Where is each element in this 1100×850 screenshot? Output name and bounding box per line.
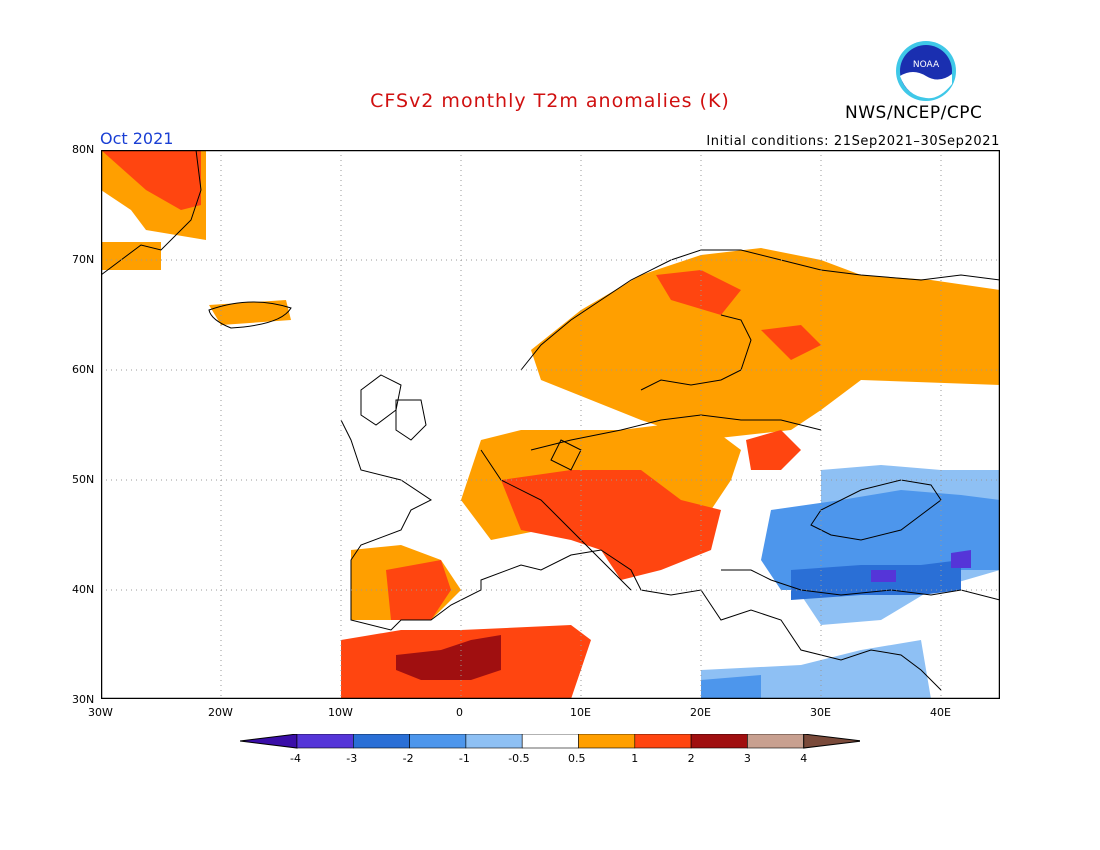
anomaly-red xyxy=(101,150,821,699)
lat-label-80n: 80N xyxy=(72,143,95,156)
colorbar-label: 4 xyxy=(800,752,808,765)
colorbar-swatch xyxy=(578,734,636,749)
colorbar xyxy=(240,734,860,749)
lat-label-50n: 50N xyxy=(72,473,95,486)
colorbar-swatch xyxy=(353,734,410,749)
colorbar-arrow-high xyxy=(803,734,860,749)
lon-label-30w: 30W xyxy=(88,706,113,719)
lat-label-30n: 30N xyxy=(72,693,95,706)
colorbar-label: -3 xyxy=(346,752,358,765)
colorbar-label: -0.5 xyxy=(508,752,530,765)
colorbar-label: -1 xyxy=(458,752,470,765)
colorbar-swatch xyxy=(690,734,748,749)
colorbar-swatch xyxy=(521,734,579,749)
lon-label-0: 0 xyxy=(456,706,463,719)
lat-label-40n: 40N xyxy=(72,583,95,596)
anomaly-map xyxy=(100,149,1001,700)
map-frame xyxy=(100,149,1001,700)
colorbar-swatch xyxy=(296,734,354,749)
lon-label-40e: 40E xyxy=(930,706,951,719)
lon-label-20e: 20E xyxy=(690,706,711,719)
agency-label: NWS/NCEP/CPC xyxy=(845,103,983,123)
anomaly-darkred xyxy=(396,635,501,680)
colorbar-swatch xyxy=(465,734,523,749)
anomaly-indigo xyxy=(871,550,971,582)
chart-title: CFSv2 monthly T2m anomalies (K) xyxy=(370,90,730,112)
colorbar-label: -2 xyxy=(402,752,414,765)
forecast-month: Oct 2021 xyxy=(100,129,174,148)
colorbar-label: 3 xyxy=(743,752,751,765)
initial-conditions: Initial conditions: 21Sep2021–30Sep2021 xyxy=(706,134,1000,149)
lon-label-10e: 10E xyxy=(570,706,591,719)
colorbar-swatch xyxy=(634,734,692,749)
svg-text:NOAA: NOAA xyxy=(913,60,940,70)
lat-label-60n: 60N xyxy=(72,363,95,376)
colorbar-label: 0.5 xyxy=(568,752,586,765)
colorbar-swatch xyxy=(747,734,804,749)
colorbar-swatch xyxy=(409,734,467,749)
colorbar-arrow-low xyxy=(240,734,298,749)
lon-label-10w: 10W xyxy=(328,706,353,719)
noaa-logo: NOAA xyxy=(896,41,956,101)
lon-label-20w: 20W xyxy=(208,706,233,719)
colorbar-label: -4 xyxy=(290,752,301,765)
map-svg xyxy=(100,149,1001,700)
colorbar-label: 2 xyxy=(687,752,695,765)
colorbar-label: 1 xyxy=(631,752,639,765)
lat-label-70n: 70N xyxy=(72,253,95,266)
lon-label-30e: 30E xyxy=(810,706,831,719)
